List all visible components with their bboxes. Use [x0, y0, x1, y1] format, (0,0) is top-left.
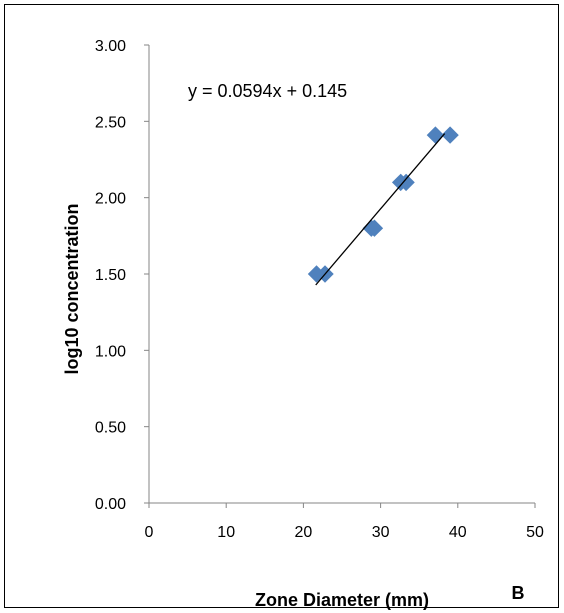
- y-tick-label: 0.00: [95, 496, 126, 513]
- panel-label: B: [512, 583, 525, 603]
- x-axis-title: Zone Diameter (mm): [255, 590, 429, 610]
- data-point: [365, 219, 384, 237]
- chart-frame: [4, 4, 559, 608]
- y-tick-label: 3.00: [95, 38, 126, 55]
- x-tick-label: 40: [449, 524, 467, 541]
- data-point: [441, 126, 459, 144]
- x-tick-label: 30: [372, 524, 390, 541]
- y-tick-label: 1.00: [95, 343, 126, 360]
- y-axis-ticks: 0.00 0.50 1.00 1.50 2.00 2.50 3.00: [95, 38, 149, 513]
- y-tick-label: 2.50: [95, 114, 126, 131]
- y-tick-label: 1.50: [95, 267, 126, 284]
- trendline-equation: y = 0.0594x + 0.145: [188, 81, 347, 101]
- data-point: [397, 173, 415, 192]
- x-tick-label: 50: [526, 524, 544, 541]
- x-axis-ticks: 0 10 20 30 40 50: [145, 503, 544, 541]
- y-axis-title: log10 concentration: [62, 203, 82, 374]
- y-tick-label: 0.50: [95, 420, 126, 437]
- x-tick-label: 0: [145, 524, 154, 541]
- x-tick-label: 20: [295, 524, 313, 541]
- trendline: [315, 133, 446, 286]
- x-tick-label: 10: [217, 524, 235, 541]
- y-tick-label: 2.00: [95, 191, 126, 208]
- data-point: [426, 126, 445, 144]
- data-points: [307, 126, 459, 283]
